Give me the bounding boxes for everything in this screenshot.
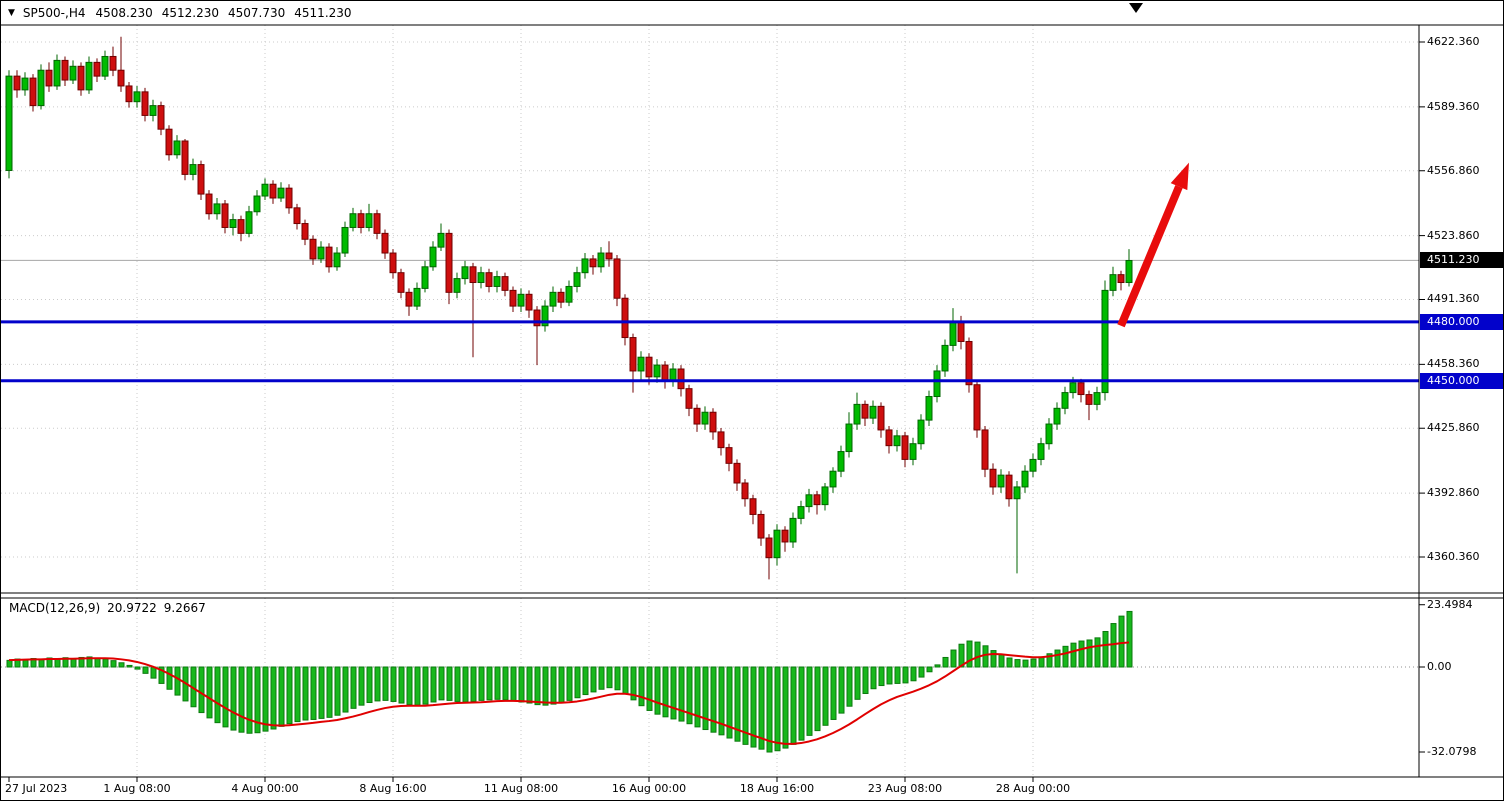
price-level-badge[interactable]: 4450.000 <box>1420 372 1503 389</box>
macd-axis-label: 23.4984 <box>1427 597 1473 611</box>
trend-arrow-head[interactable] <box>1170 162 1189 191</box>
time-axis-label: 1 Aug 08:00 <box>103 782 171 795</box>
macd-signal-line <box>8 641 1130 745</box>
candlestick-series <box>5 36 1133 580</box>
price-level-badge[interactable]: 4480.000 <box>1420 313 1503 330</box>
time-axis-label: 4 Aug 00:00 <box>231 782 299 795</box>
price-axis-label: 4458.360 <box>1427 357 1480 371</box>
time-axis-label: 23 Aug 08:00 <box>867 782 943 795</box>
time-axis-label: 27 Jul 2023 <box>5 782 68 795</box>
price-axis-label: 4556.860 <box>1427 163 1480 177</box>
current-price-badge: 4511.230 <box>1420 252 1503 269</box>
ohlc-close-value: 4511.230 <box>294 6 352 20</box>
price-axis-label: 4622.360 <box>1427 35 1480 48</box>
macd-axis-label: -32.0798 <box>1427 745 1477 758</box>
symbol-timeframe-label: SP500-,H4 <box>22 6 86 20</box>
ohlc-low-value: 4507.730 <box>228 6 286 20</box>
macd-indicator-name: MACD(12,26,9) <box>9 601 101 615</box>
time-axis-label: 28 Aug 00:00 <box>995 782 1071 795</box>
macd-signal-value: 9.2667 <box>163 601 206 615</box>
macd-histogram <box>6 610 1133 753</box>
price-axis-label: 4360.360 <box>1427 549 1480 563</box>
price-axis-label: 4425.860 <box>1427 421 1480 435</box>
price-axis-label: 4491.360 <box>1427 292 1480 306</box>
price-axis-label: 4392.860 <box>1427 486 1480 500</box>
macd-axis-label: 0.00 <box>1427 660 1452 673</box>
macd-indicator-label: MACD(12,26,9) 20.9722 9.2667 <box>9 601 213 615</box>
macd-main-value: 20.9722 <box>107 601 157 615</box>
trend-arrow-shaft[interactable] <box>1117 185 1183 328</box>
time-axis-label: 18 Aug 16:00 <box>739 782 815 795</box>
chart-shift-marker-icon[interactable] <box>1129 3 1143 13</box>
price-axis-label: 4589.360 <box>1427 99 1480 113</box>
price-axis-label: 4523.860 <box>1427 228 1480 242</box>
time-axis-label: 16 Aug 00:00 <box>611 782 687 795</box>
ohlc-open-value: 4508.230 <box>95 6 153 20</box>
collapse-arrow-icon[interactable]: ▼ <box>8 7 15 18</box>
time-axis-label: 11 Aug 08:00 <box>483 782 559 795</box>
chart-header: ▼ SP500-,H4 4508.230 4512.230 4507.730 4… <box>1 1 1503 25</box>
time-axis-label: 8 Aug 16:00 <box>359 782 427 795</box>
ohlc-high-value: 4512.230 <box>161 6 220 20</box>
